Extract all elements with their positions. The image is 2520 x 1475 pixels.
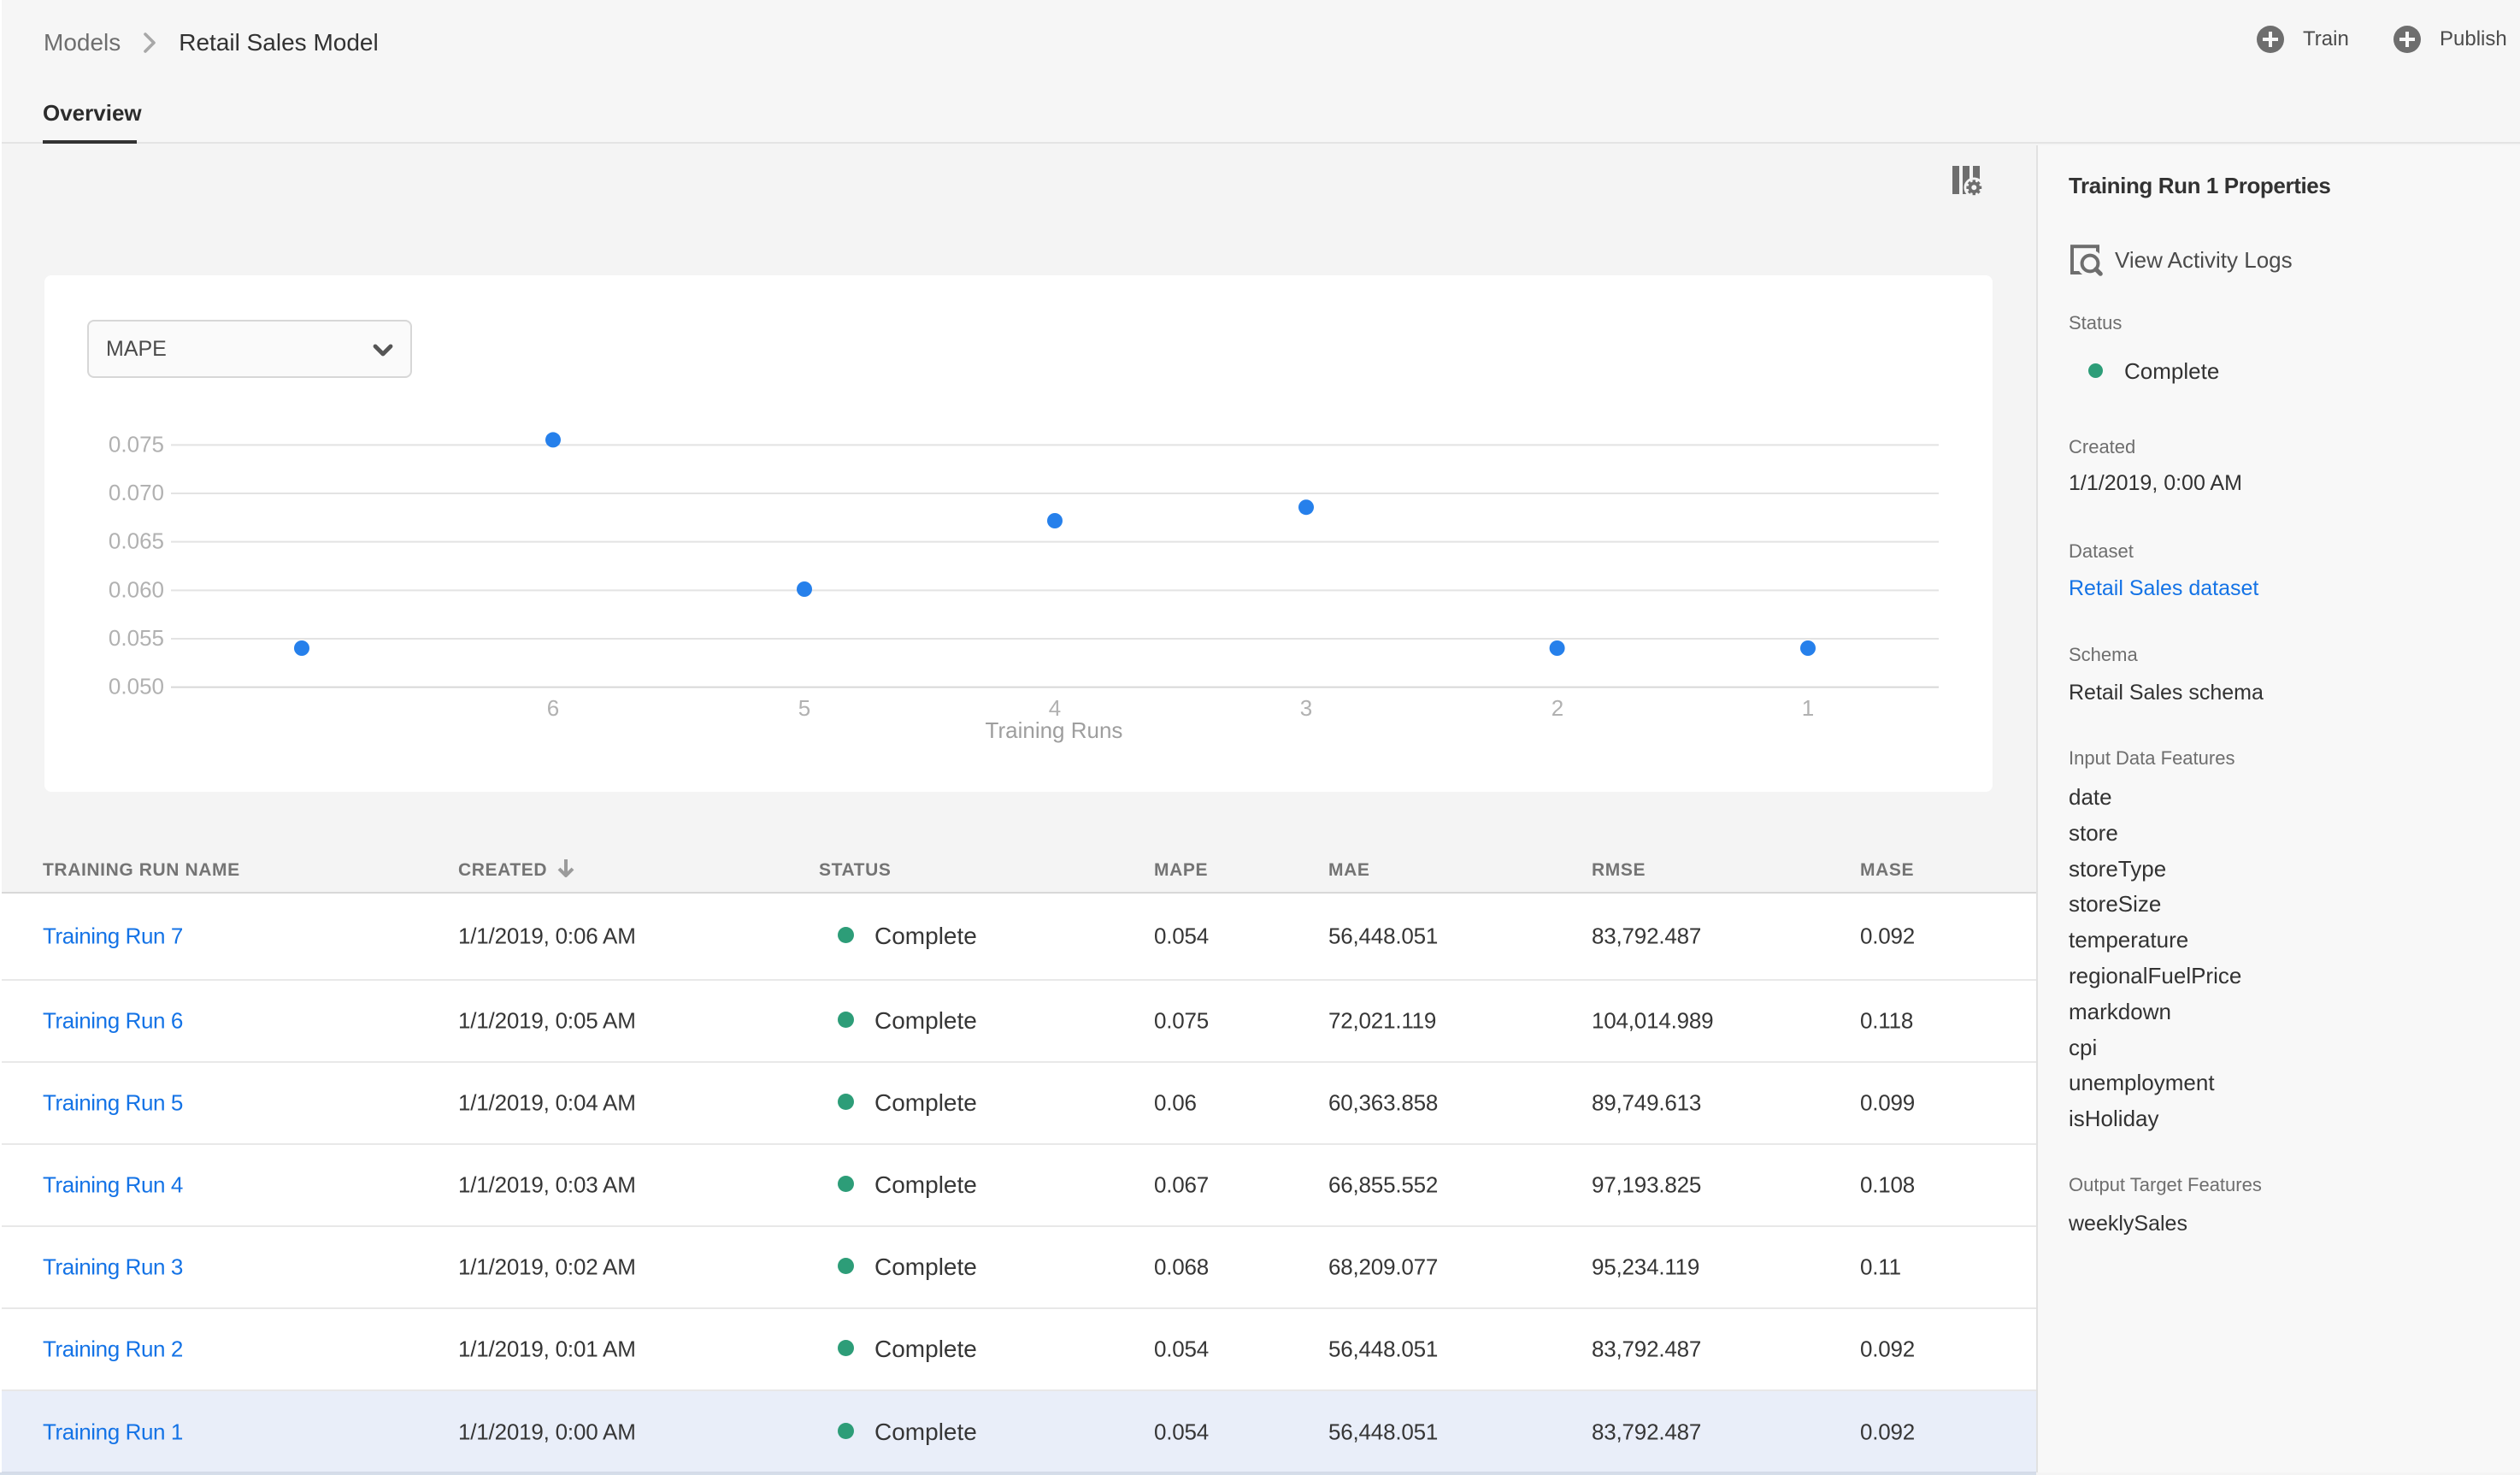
svg-text:0.065: 0.065 <box>109 528 164 554</box>
svg-text:6: 6 <box>547 695 559 721</box>
svg-text:0.075: 0.075 <box>109 431 164 457</box>
svg-text:2: 2 <box>1551 695 1563 721</box>
svg-text:5: 5 <box>798 695 810 721</box>
svg-text:0.050: 0.050 <box>109 674 164 699</box>
svg-text:0.070: 0.070 <box>109 480 164 505</box>
svg-text:4: 4 <box>1049 695 1061 721</box>
svg-text:0.060: 0.060 <box>109 576 164 602</box>
svg-text:Training Runs: Training Runs <box>986 717 1123 743</box>
svg-text:3: 3 <box>1300 695 1312 721</box>
svg-text:0.055: 0.055 <box>109 625 164 651</box>
svg-text:1: 1 <box>1802 695 1814 721</box>
